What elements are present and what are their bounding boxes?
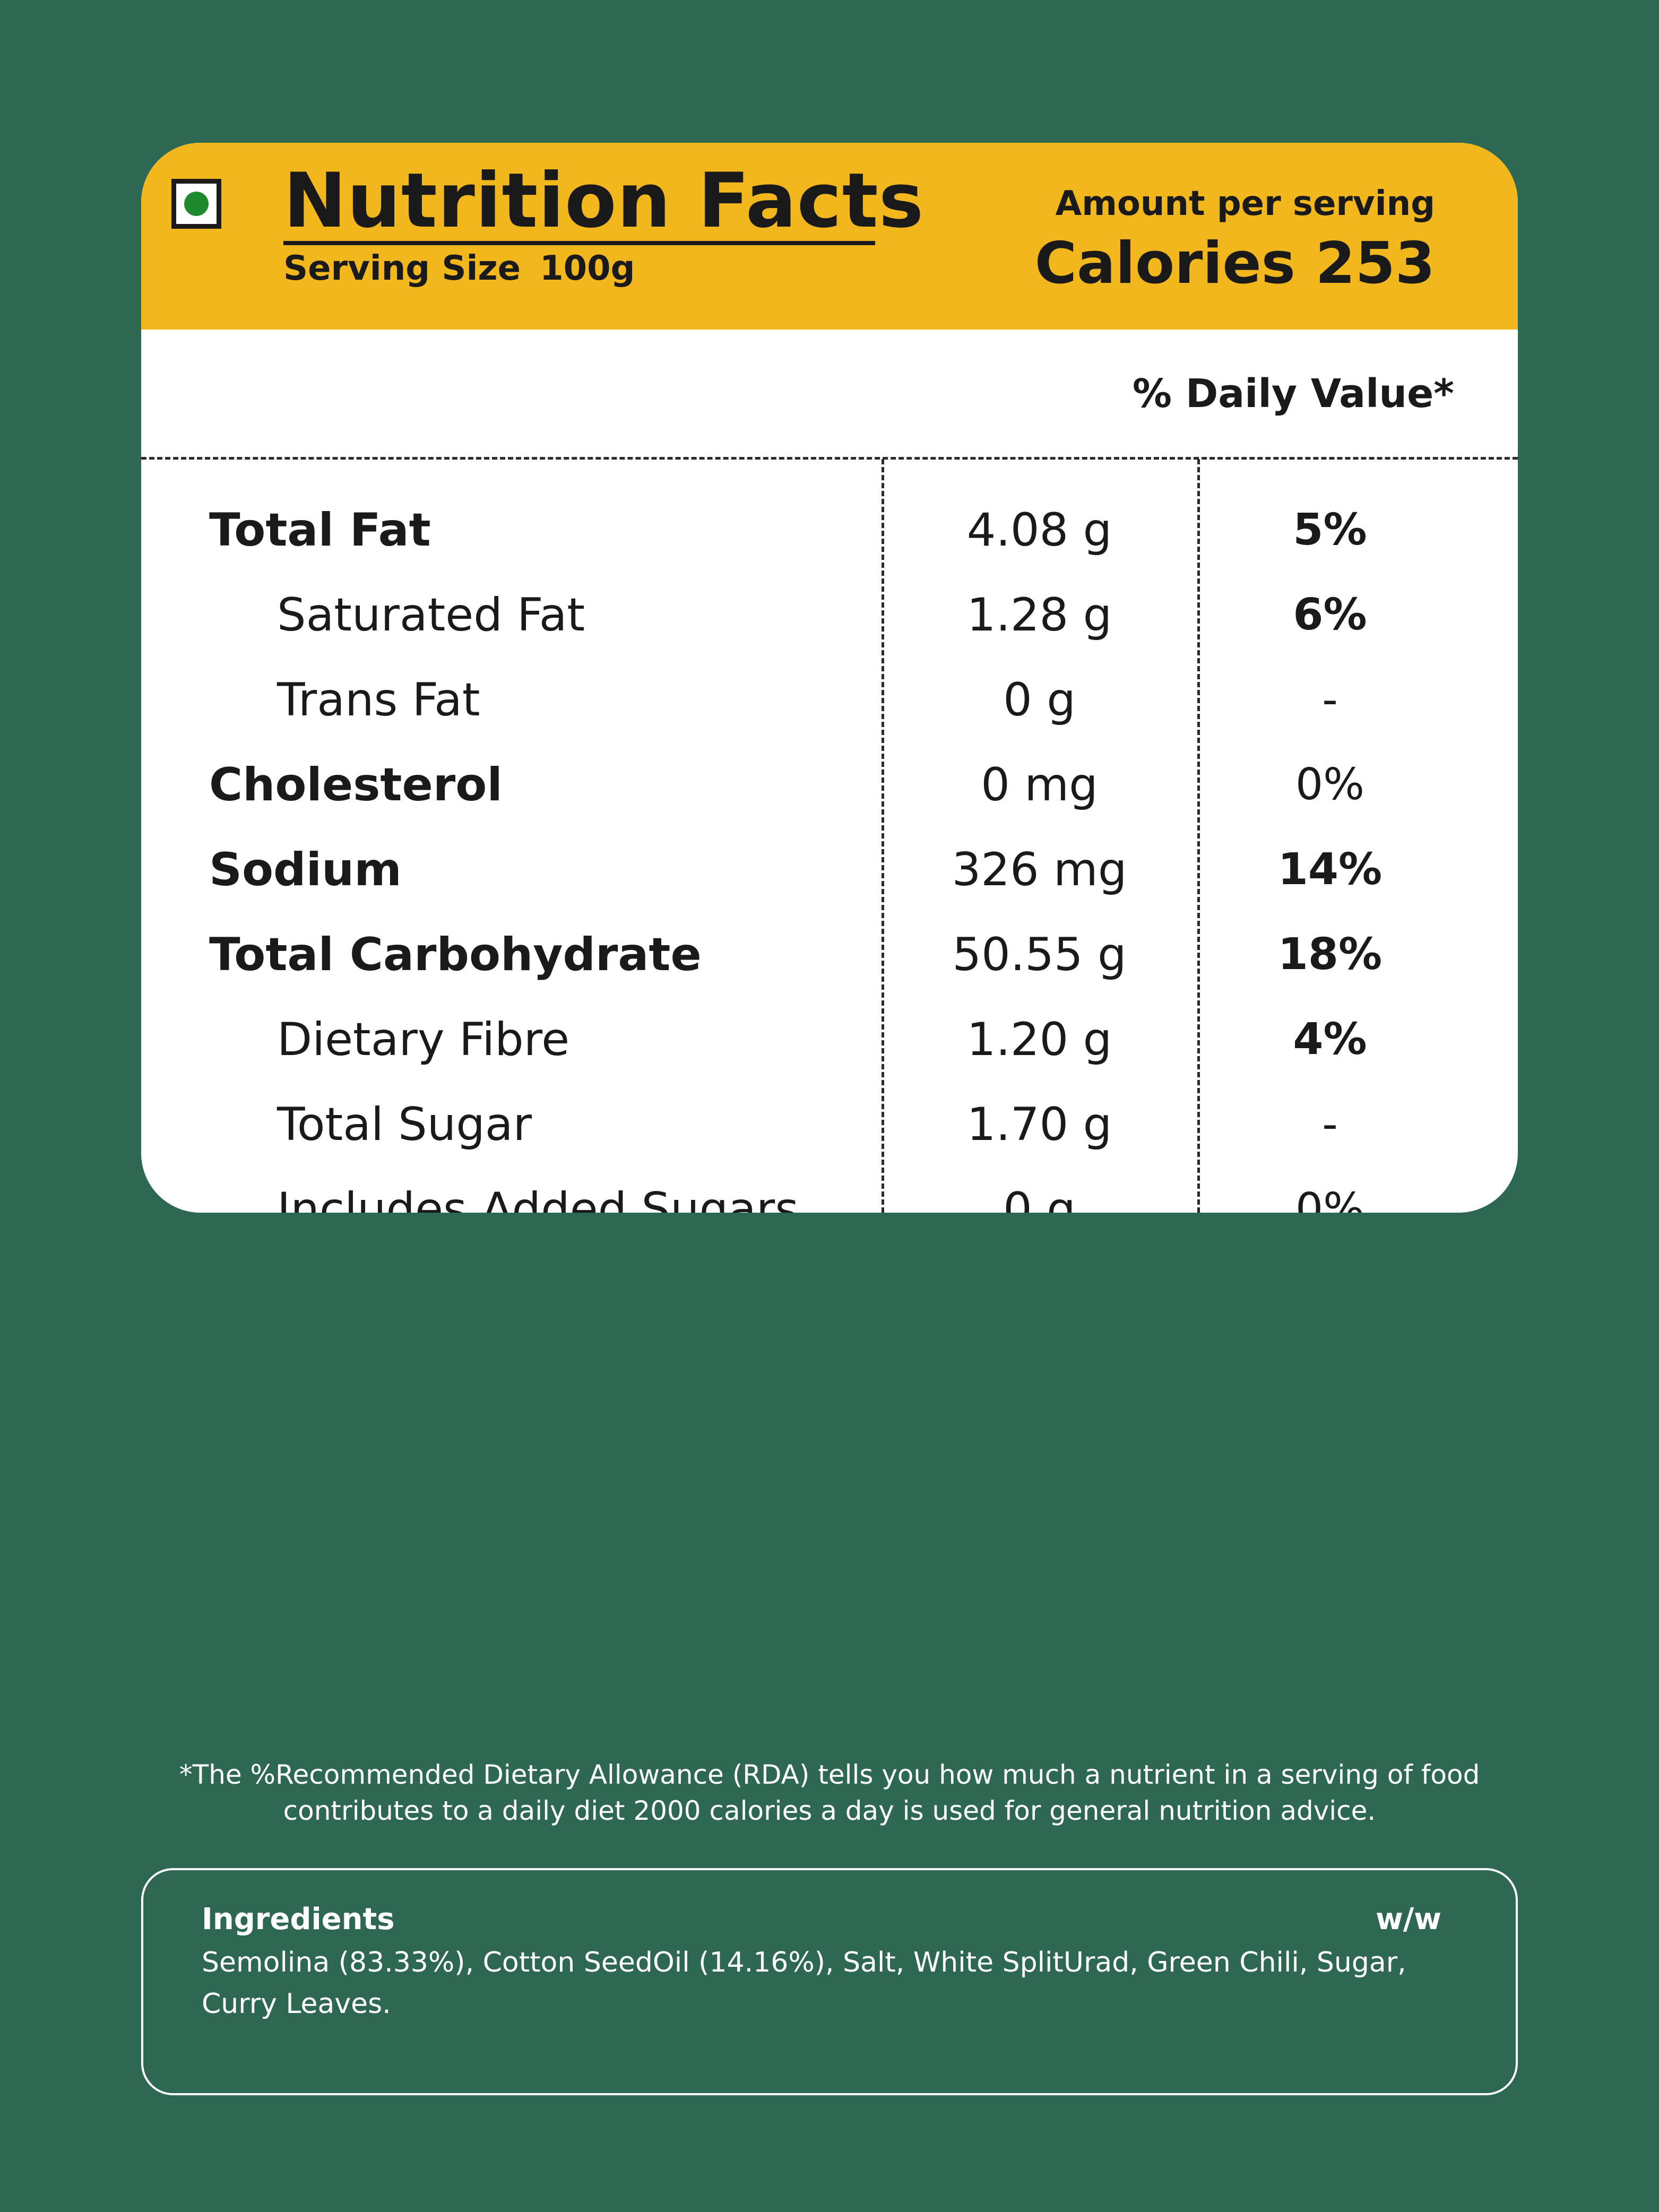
table-row: Sodium 326 mg 14% <box>141 827 1518 912</box>
table-row: Total Carbohydrate 50.55 g 18% <box>141 912 1518 997</box>
footnote-line-1: *The %Recommended Dietary Allowance (RDA… <box>179 1759 1480 1790</box>
table-row: Total Fat 4.08 g 5% <box>141 488 1518 573</box>
nutrient-amount: 326 mg <box>952 843 1127 896</box>
nutrient-name: Total Carbohydrate <box>209 928 702 981</box>
nutrient-name: Saturated Fat <box>277 589 585 642</box>
nutrient-amount: 50.55 g <box>952 928 1127 981</box>
nutrient-daily-value: - <box>1322 1099 1338 1150</box>
nutrient-daily-value: 14% <box>1277 844 1382 895</box>
nutrient-amount: 0 mg <box>981 758 1098 811</box>
ingredients-title: Ingredients <box>202 1902 395 1937</box>
ingredients-text: Semolina (83.33%), Cotton SeedOil (14.16… <box>202 1947 1406 2020</box>
title-underline <box>283 241 875 245</box>
nutrient-amount: 4.08 g <box>966 504 1112 557</box>
nutrient-amount: 1.28 g <box>966 589 1112 642</box>
footnote-line-2: contributes to a daily diet 2000 calorie… <box>283 1795 1376 1826</box>
table-row: Trans Fat 0 g - <box>141 658 1518 742</box>
ingredients-box: Ingredients w/w Semolina (83.33%), Cotto… <box>141 1868 1518 2095</box>
nutrient-daily-value: 0% <box>1295 759 1365 810</box>
serving-value: 100g <box>540 249 635 288</box>
nutrient-daily-value: 4% <box>1293 1014 1367 1065</box>
nutrient-daily-value: 5% <box>1293 505 1367 555</box>
veg-dot <box>184 192 209 216</box>
nutrient-amount: 0 g <box>1003 1183 1076 1213</box>
nutrient-amount: 1.70 g <box>966 1098 1112 1151</box>
nutrient-name: Includes Added Sugars <box>277 1183 799 1213</box>
nutrient-name: Dietary Fibre <box>277 1013 570 1066</box>
nutrition-header: Nutrition Facts Serving Size 100g Amount … <box>141 143 1518 330</box>
nutrient-name: Trans Fat <box>277 673 480 727</box>
table-row: Dietary Fibre 1.20 g 4% <box>141 997 1518 1082</box>
nutrient-amount: 0 g <box>1003 673 1076 727</box>
table-row: Includes Added Sugars 0 g 0% <box>141 1167 1518 1213</box>
column-divider-amount <box>882 459 884 1213</box>
nutrient-name: Total Sugar <box>277 1098 532 1151</box>
ingredients-basis: w/w <box>1376 1902 1441 1937</box>
serving-label: Serving Size <box>283 249 521 288</box>
table-row: Cholesterol 0 mg 0% <box>141 742 1518 827</box>
page-title: Nutrition Facts <box>283 157 924 245</box>
calories-value: Calories 253 <box>1034 230 1435 297</box>
serving-size: Serving Size 100g <box>283 249 654 288</box>
nutrient-daily-value: 0% <box>1295 1184 1365 1213</box>
table-row: Saturated Fat 1.28 g 6% <box>141 573 1518 658</box>
nutrient-name: Sodium <box>209 843 402 896</box>
nutrient-amount: 1.20 g <box>966 1013 1112 1066</box>
column-divider-dv <box>1197 459 1200 1213</box>
nutrient-daily-value: 6% <box>1293 590 1367 640</box>
nutrition-card: Nutrition Facts Serving Size 100g Amount … <box>141 143 1518 1213</box>
nutrient-daily-value: 18% <box>1277 929 1382 980</box>
dashed-divider <box>141 457 1518 460</box>
amount-per-serving-label: Amount per serving <box>1055 184 1435 223</box>
nutrient-daily-value: - <box>1322 675 1338 725</box>
table-row: Total Sugar 1.70 g - <box>141 1082 1518 1167</box>
nutrient-name: Total Fat <box>209 504 431 557</box>
nutrient-name: Cholesterol <box>209 758 503 811</box>
daily-value-header: % Daily Value* <box>1132 371 1454 417</box>
veg-mark-icon <box>171 179 221 229</box>
footnote: *The %Recommended Dietary Allowance (RDA… <box>141 1757 1518 1829</box>
